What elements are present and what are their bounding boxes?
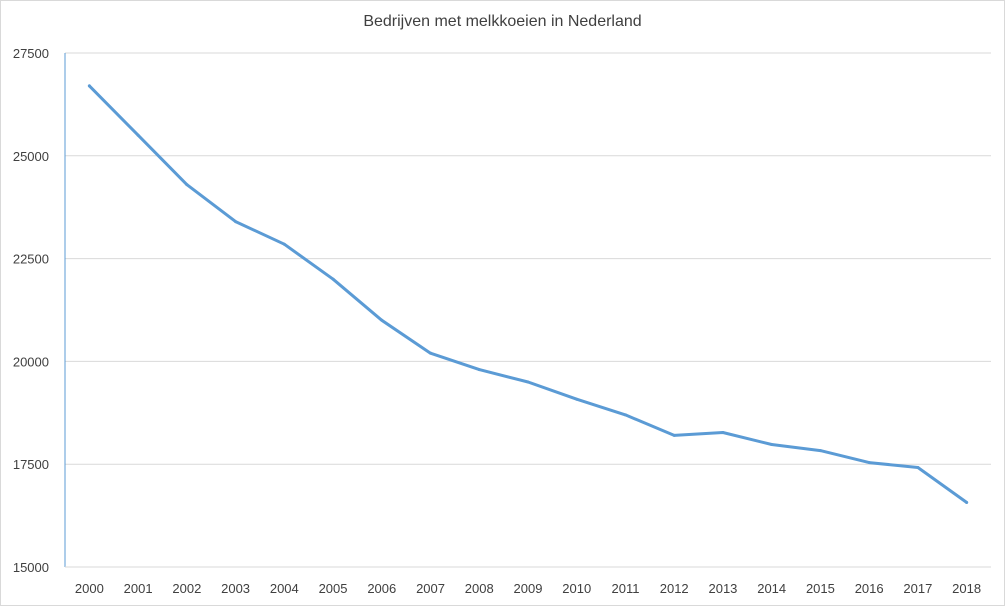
x-tick-label: 2000 [75,581,104,596]
x-tick-label: 2017 [903,581,932,596]
axes [64,53,991,568]
data-point [770,442,774,446]
data-point [916,465,920,469]
chart-title: Bedrijven met melkkoeien in Nederland [363,13,642,30]
x-tick-label: 2003 [221,581,250,596]
y-tick-label: 15000 [13,560,49,575]
x-tick-label: 2002 [172,581,201,596]
data-point [965,500,969,504]
x-tick-label: 2011 [611,581,639,596]
y-tick-label: 27500 [13,46,49,61]
data-point [477,368,481,372]
x-tick-label: 2006 [367,581,396,596]
x-tick-label: 2007 [416,581,445,596]
y-tick-label: 20000 [13,354,49,369]
x-tick-label: 2008 [465,581,494,596]
x-axis-ticks: 2000 2001 2002 2003 2004 2005 2006 2007 2008 2009… [75,581,981,596]
x-tick-label: 2005 [319,581,348,596]
data-point [380,318,384,322]
data-point [87,84,91,88]
x-tick-label: 2001 [124,581,153,596]
x-tick-label: 2012 [660,581,689,596]
data-point [867,461,871,465]
x-tick-label: 2016 [855,581,884,596]
y-axis-ticks: 15000 17500 20000 22500 25000 27500 [13,46,49,575]
data-point [526,380,530,384]
data-point [429,351,433,355]
y-tick-label: 17500 [13,457,49,472]
data-point [136,133,140,137]
series-line [87,84,969,504]
x-tick-label: 2015 [806,581,835,596]
data-point [672,433,676,437]
y-tick-label: 22500 [13,252,49,267]
series-layer [87,84,969,504]
data-point [623,413,627,417]
x-tick-label: 2014 [757,581,786,596]
data-point [185,183,189,187]
data-point [234,220,238,224]
x-tick-label: 2004 [270,581,299,596]
data-point [331,277,335,281]
data-point [575,397,579,401]
data-point [282,242,286,246]
x-tick-label: 2010 [562,581,591,596]
gridlines [65,52,991,465]
x-tick-label: 2018 [952,581,981,596]
y-tick-label: 25000 [13,149,49,164]
data-point [721,431,725,435]
x-tick-label: 2013 [708,581,737,596]
x-tick-label: 2009 [514,581,543,596]
data-point [818,449,822,453]
